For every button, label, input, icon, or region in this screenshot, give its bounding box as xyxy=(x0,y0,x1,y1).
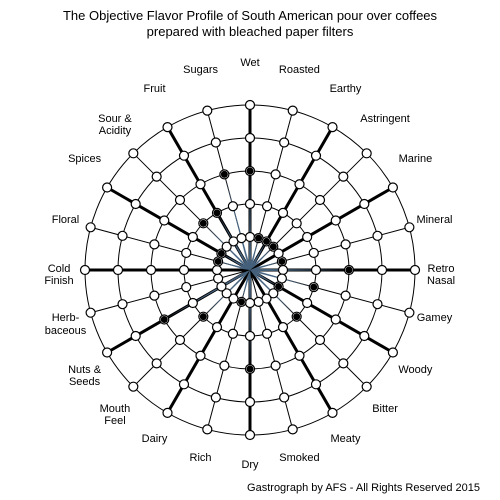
axis-label: Nuts & Seeds xyxy=(45,364,125,388)
axis-label: Sugars xyxy=(161,64,241,76)
axis-label: Astringent xyxy=(345,113,425,125)
axis-label: Roasted xyxy=(259,64,339,76)
axis-label: Bitter xyxy=(345,403,425,415)
axis-label: Dairy xyxy=(115,433,195,445)
axis-label: Meaty xyxy=(306,433,386,445)
axis-label: Sour & Acidity xyxy=(75,113,155,137)
axis-label: Earthy xyxy=(306,83,386,95)
axis-label: Spices xyxy=(45,153,125,165)
axis-label: Herb- baceous xyxy=(26,312,106,336)
axis-label: Woody xyxy=(375,364,455,376)
axis-label: Gamey xyxy=(394,312,474,324)
axis-label: Retro Nasal xyxy=(401,263,481,287)
footer-credit: Gastrograph by AFS - All Rights Reserved… xyxy=(247,482,480,494)
axis-label: Cold Finish xyxy=(19,263,99,287)
axis-label: Mouth Feel xyxy=(75,403,155,427)
axis-label: Rich xyxy=(161,452,241,464)
axis-label: Mineral xyxy=(394,214,474,226)
axis-label: Floral xyxy=(26,214,106,226)
axis-label: Marine xyxy=(375,153,455,165)
axis-label: Fruit xyxy=(115,83,195,95)
